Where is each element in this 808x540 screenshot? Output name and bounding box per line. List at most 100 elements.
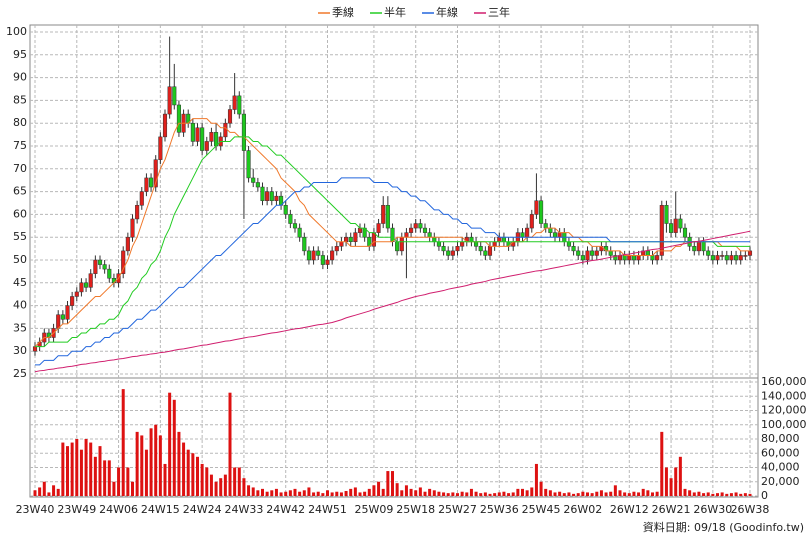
candle-body [645, 250, 650, 256]
volume-bar [335, 491, 339, 496]
volume-bar [581, 491, 585, 496]
volume-bar [135, 431, 139, 496]
volume-bar [446, 493, 450, 496]
candle-body [585, 250, 590, 261]
volume-bar [428, 488, 432, 496]
candle-body [552, 232, 558, 238]
candle-body [376, 223, 381, 233]
candle-body [84, 282, 89, 288]
candle-body [200, 127, 205, 151]
volume-bar [363, 491, 367, 496]
volume-bar [154, 424, 158, 496]
volume-bar [117, 467, 121, 496]
volume-bar [423, 491, 427, 496]
y-tick-label: 25 [13, 367, 27, 380]
volume-bar [79, 449, 83, 496]
candle-body [232, 95, 237, 110]
candle-body [441, 246, 446, 252]
candle-body [446, 250, 451, 256]
volume-bar [140, 435, 144, 496]
volume-bar [734, 492, 738, 496]
x-tick-label: 26W38 [731, 503, 770, 516]
candle-body [557, 232, 562, 238]
candle-body [223, 122, 228, 138]
volume-bar [158, 435, 162, 496]
candle-body [190, 122, 195, 142]
x-tick-label: 24W51 [308, 503, 347, 516]
volume-bar [479, 493, 483, 496]
volume-bar [716, 493, 719, 496]
x-tick-label: 26W02 [563, 503, 602, 516]
volume-bar [274, 488, 278, 496]
candle-body [450, 250, 455, 256]
candle-body [195, 127, 200, 142]
volume-bar [456, 493, 459, 496]
candle-body [330, 250, 335, 261]
candle-body [139, 191, 144, 206]
x-tick-label: 24W24 [183, 503, 222, 516]
ma-line [34, 118, 750, 347]
candle-body [543, 223, 548, 229]
candle-body [566, 241, 571, 247]
candle-body [149, 177, 154, 188]
volume-bar [664, 467, 668, 496]
candle-body [288, 214, 293, 224]
volume-bar [725, 493, 729, 496]
volume-bar [172, 399, 176, 496]
y2-tick-label: 60,000 [761, 446, 800, 459]
volume-bar [627, 493, 631, 496]
candle-body [390, 227, 395, 243]
volume-bar [613, 485, 617, 496]
x-tick-label: 26W30 [693, 503, 732, 516]
candle-body [251, 177, 256, 183]
volume-bar [483, 492, 487, 496]
volume-bar [182, 442, 186, 496]
candle-body [729, 255, 734, 261]
volume-bar [507, 493, 511, 496]
volume-bar [437, 491, 441, 496]
volume-bar [61, 442, 65, 496]
x-tick-label: 23W40 [16, 503, 55, 516]
candle-body [339, 241, 344, 247]
volume-bar [706, 492, 710, 496]
candle-body [710, 255, 715, 261]
candle-body [107, 268, 112, 279]
candle-body [673, 218, 678, 233]
candle-body [125, 236, 130, 252]
volume-bar [739, 493, 743, 496]
y2-tick-label: 0 [761, 489, 768, 502]
candle-body [422, 227, 428, 233]
volume-bar [572, 493, 576, 496]
candle-body [432, 236, 437, 243]
volume-bar [534, 463, 538, 496]
candle-body [237, 95, 242, 115]
candle-body [692, 246, 697, 252]
volume-bar [562, 493, 566, 496]
volume-bar [344, 491, 348, 496]
volume-bar [70, 442, 74, 496]
candle-body [144, 177, 149, 192]
volume-bar [163, 463, 167, 496]
volume-bar [599, 490, 603, 496]
y2-tick-label: 100,000 [761, 418, 807, 431]
candle-body [622, 255, 627, 261]
volume-bar [223, 474, 227, 496]
footer: 資料日期: 09/18 (Goodinfo.tw) [643, 520, 804, 534]
volume-bar [711, 493, 715, 496]
candle-body [56, 314, 61, 329]
volume-bar [743, 493, 747, 496]
candle-body [74, 291, 79, 297]
candle-body [325, 259, 330, 265]
volume-bar [261, 488, 264, 496]
volume-bar [576, 493, 580, 496]
volume-bar [93, 456, 97, 496]
candle-body [79, 282, 84, 293]
volume-bar [298, 491, 302, 496]
candle-body [631, 255, 636, 261]
volume-bar [409, 488, 413, 496]
y-tick-label: 45 [13, 276, 27, 289]
legend-label: 季線 [332, 5, 354, 19]
candle-body [404, 232, 409, 238]
candle-body [265, 191, 270, 201]
volume-bar [149, 428, 153, 496]
